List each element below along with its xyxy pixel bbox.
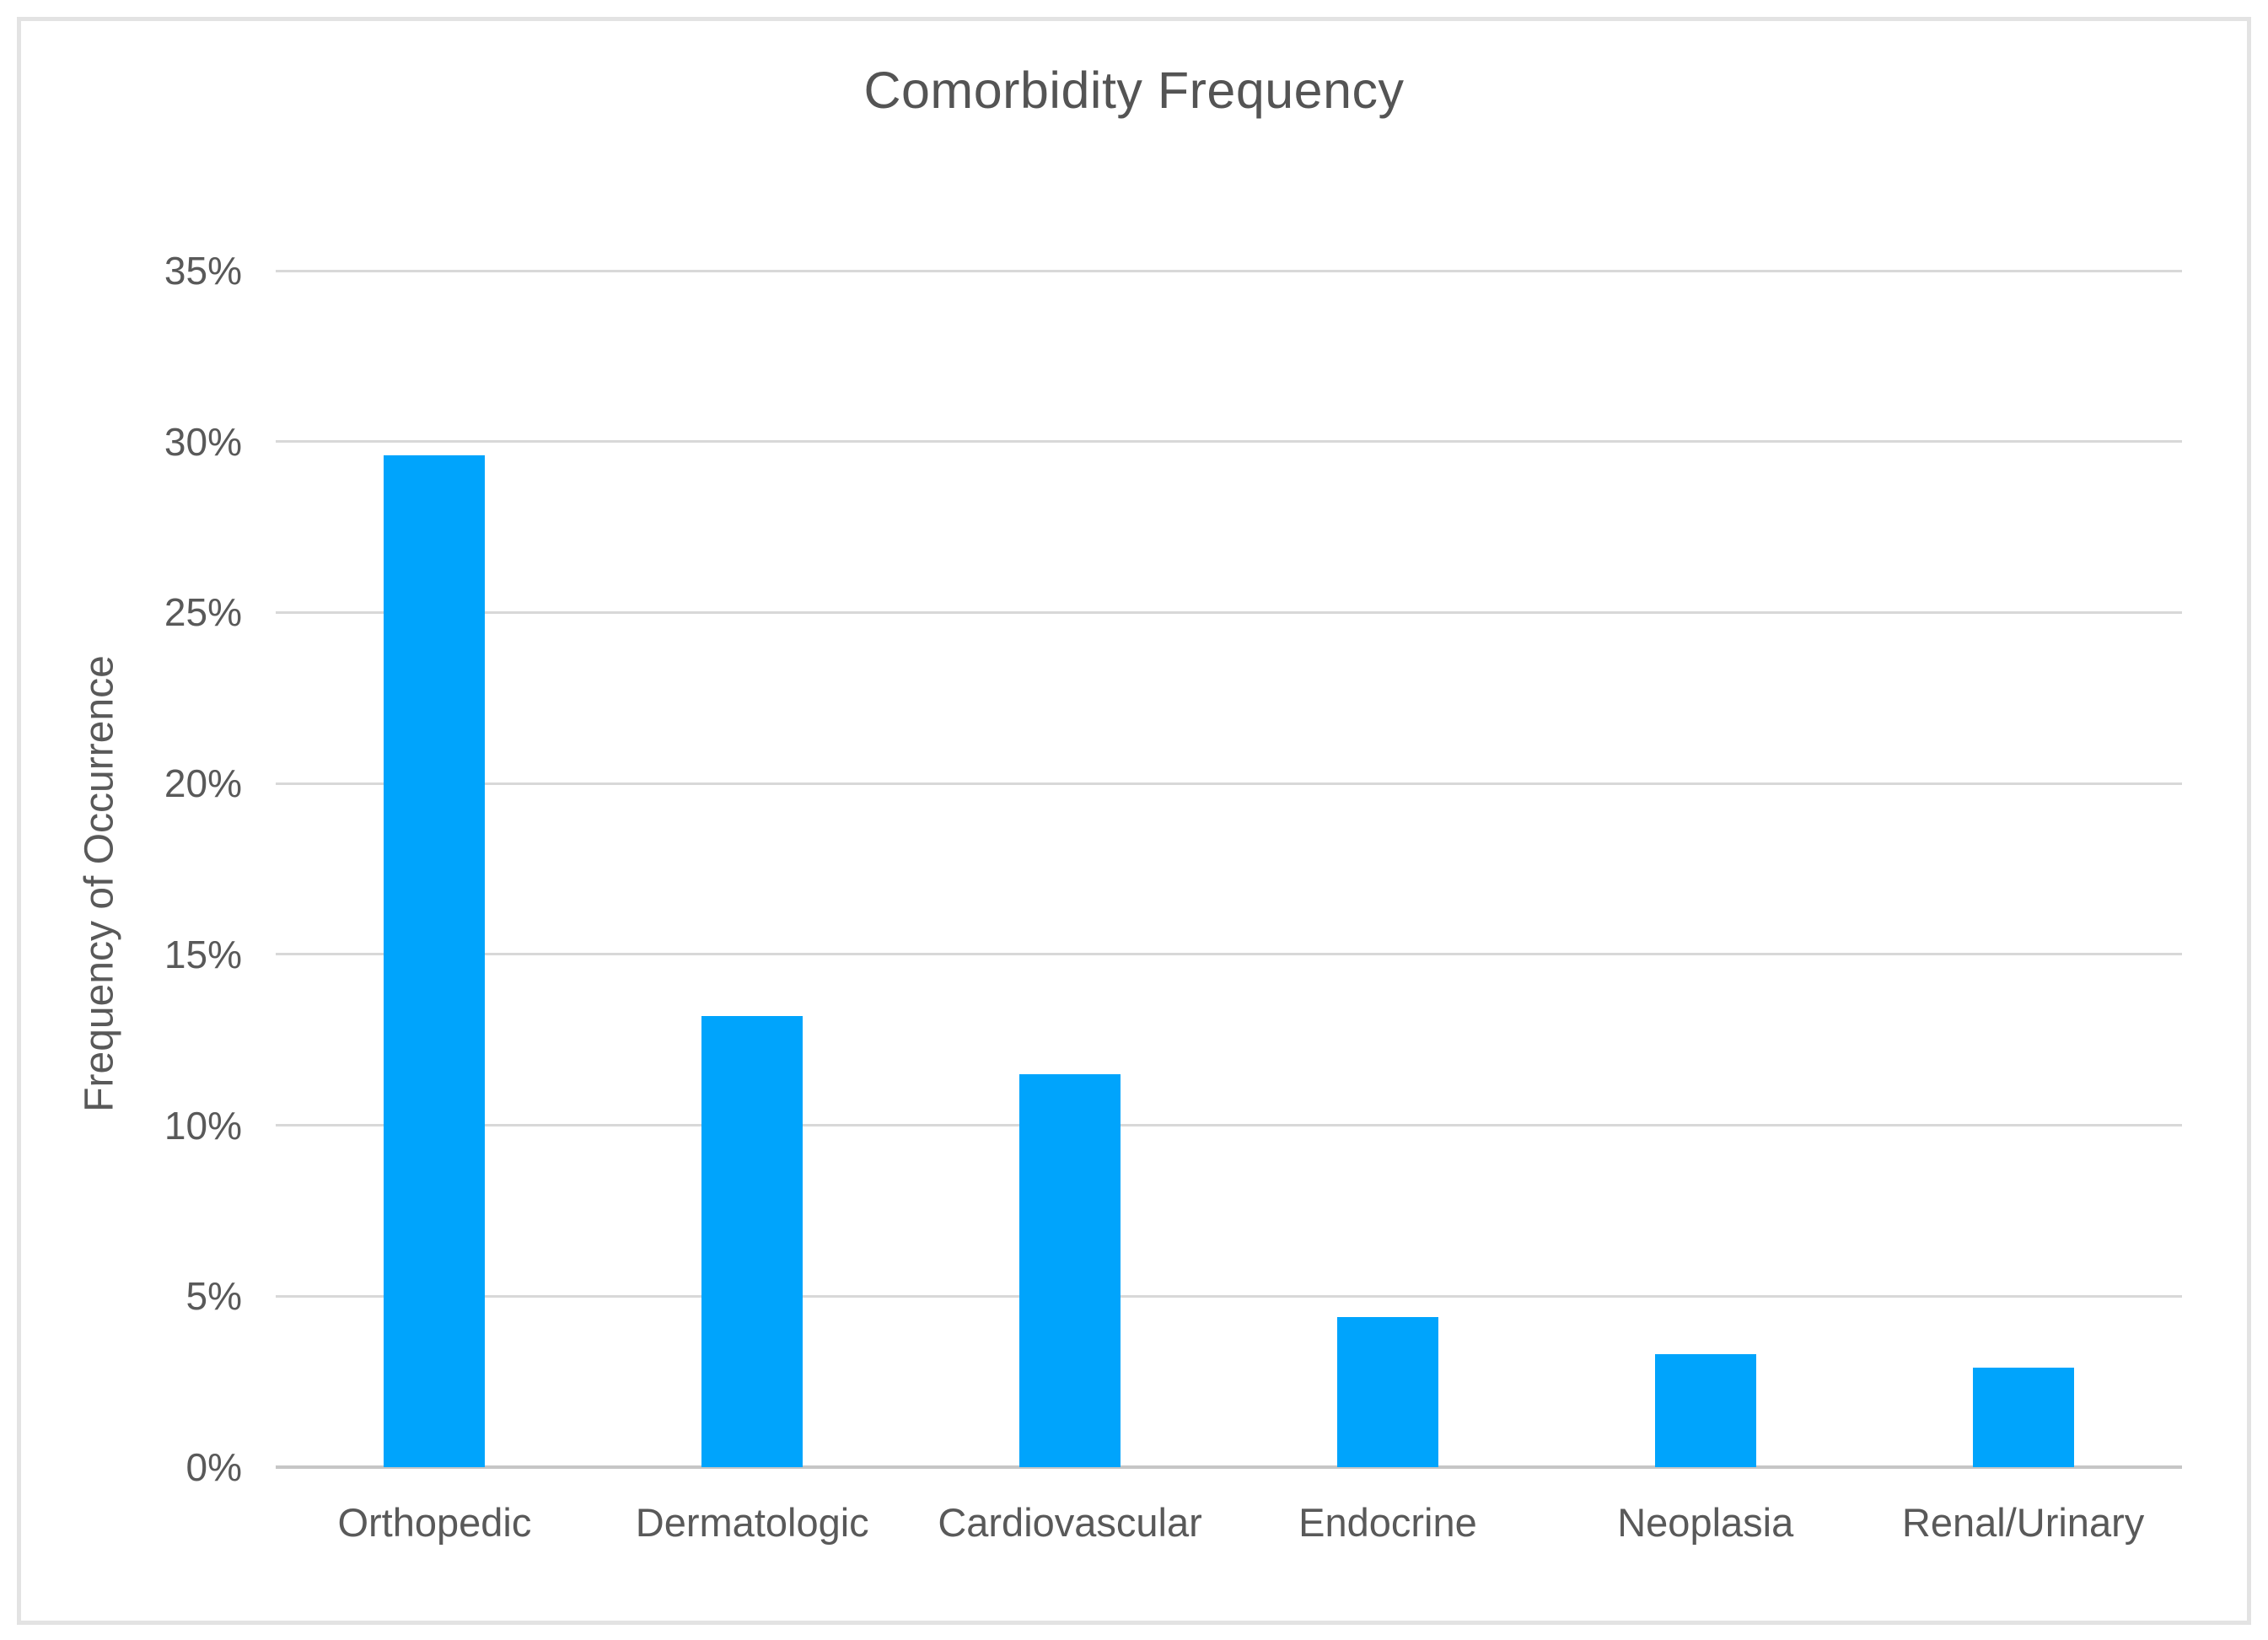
- x-axis-baseline: [276, 1465, 2182, 1469]
- gridline: [276, 610, 2182, 614]
- gridline: [276, 440, 2182, 444]
- y-tick-label: 30%: [164, 419, 242, 464]
- gridline: [276, 782, 2182, 785]
- y-tick-label: 15%: [164, 932, 242, 976]
- bar-dermatologic: [701, 1015, 803, 1467]
- y-axis-title: Frequency of Occurrence: [77, 655, 122, 1112]
- gridline: [276, 269, 2182, 272]
- bar-neoplasia: [1654, 1354, 1756, 1467]
- bar-cardiovascular: [1019, 1073, 1121, 1467]
- bar-orthopedic: [384, 454, 486, 1467]
- x-category-label: Renal/Urinary: [1901, 1500, 2145, 1545]
- y-tick-label: 20%: [164, 761, 242, 806]
- bar-renal-urinary: [1972, 1368, 2074, 1467]
- y-tick-label: 35%: [164, 249, 242, 293]
- chart-border-frame: [17, 17, 2251, 1625]
- x-category-label: Neoplasia: [1617, 1500, 1794, 1545]
- gridline: [276, 1294, 2182, 1298]
- x-category-label: Dermatologic: [635, 1500, 869, 1545]
- gridline: [276, 953, 2182, 956]
- chart-title: Comorbidity Frequency: [863, 62, 1405, 119]
- gridline: [276, 1124, 2182, 1127]
- x-category-label: Endocrine: [1298, 1500, 1477, 1545]
- y-tick-label: 5%: [185, 1274, 242, 1319]
- x-category-label: Orthopedic: [337, 1500, 532, 1545]
- y-tick-label: 10%: [164, 1103, 242, 1148]
- y-tick-label: 0%: [185, 1445, 242, 1489]
- x-category-label: Cardiovascular: [938, 1500, 1202, 1545]
- bar-endocrine: [1336, 1316, 1438, 1467]
- y-tick-label: 25%: [164, 590, 242, 635]
